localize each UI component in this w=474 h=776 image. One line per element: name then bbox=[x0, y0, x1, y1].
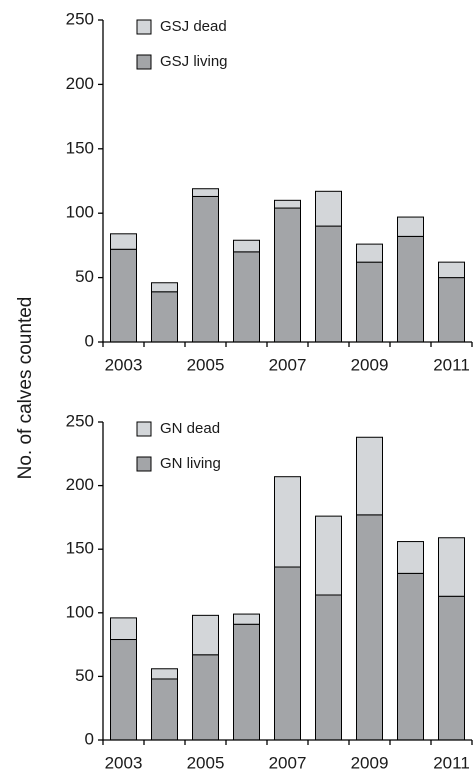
y-tick-label: 100 bbox=[66, 203, 94, 222]
y-axis-label: No. of calves counted bbox=[15, 297, 36, 480]
bar-segment bbox=[233, 251, 260, 343]
bar-segment bbox=[151, 291, 178, 343]
bar-segment bbox=[274, 566, 301, 741]
bar-segment bbox=[315, 515, 342, 596]
bar-segment bbox=[274, 207, 301, 343]
x-tick-label: 2005 bbox=[187, 753, 225, 772]
y-tick-label: 100 bbox=[66, 602, 94, 621]
bar-segment bbox=[192, 654, 219, 741]
bar-segment bbox=[274, 476, 301, 568]
bar-segment bbox=[110, 617, 137, 641]
legend-label: GN dead bbox=[160, 420, 220, 437]
bar-segment bbox=[438, 277, 465, 343]
x-tick-label: 2011 bbox=[433, 753, 470, 772]
x-tick-label: 2003 bbox=[105, 355, 143, 374]
bar-segment bbox=[315, 190, 342, 227]
legend-swatch bbox=[136, 19, 152, 35]
bar-segment bbox=[397, 216, 424, 237]
bar-segment bbox=[356, 436, 383, 516]
bar-segment bbox=[315, 594, 342, 741]
x-tick-label: 2009 bbox=[351, 355, 389, 374]
bar-segment bbox=[151, 678, 178, 741]
legend-label: GSJ dead bbox=[160, 18, 227, 35]
bar-segment bbox=[192, 195, 219, 343]
bar-segment bbox=[397, 572, 424, 741]
y-tick-label: 150 bbox=[66, 138, 94, 157]
bar-segment bbox=[110, 248, 137, 343]
bar-segment bbox=[356, 243, 383, 263]
legend-swatch bbox=[136, 54, 152, 70]
y-tick-label: 250 bbox=[66, 9, 94, 28]
y-tick-label: 50 bbox=[75, 666, 94, 685]
bar-segment bbox=[356, 261, 383, 343]
y-tick-label: 0 bbox=[85, 331, 94, 350]
legend-swatch bbox=[136, 421, 152, 437]
legend-label: GN living bbox=[160, 455, 221, 472]
bar-segment bbox=[233, 613, 260, 625]
y-tick-label: 150 bbox=[66, 539, 94, 558]
bar-segment bbox=[397, 235, 424, 343]
bar-segment bbox=[233, 239, 260, 253]
x-tick-label: 2003 bbox=[105, 753, 143, 772]
bar-segment bbox=[151, 282, 178, 293]
legend-label: GSJ living bbox=[160, 53, 228, 70]
x-tick-label: 2005 bbox=[187, 355, 225, 374]
y-tick-label: 50 bbox=[75, 267, 94, 286]
bar-segment bbox=[274, 199, 301, 209]
y-tick-label: 200 bbox=[66, 475, 94, 494]
x-tick-label: 2009 bbox=[351, 753, 389, 772]
x-tick-label: 2007 bbox=[269, 753, 307, 772]
bar-segment bbox=[192, 188, 219, 197]
y-tick-label: 200 bbox=[66, 74, 94, 93]
x-tick-label: 2011 bbox=[433, 355, 470, 374]
bar-segment bbox=[151, 668, 178, 680]
y-tick-label: 250 bbox=[66, 411, 94, 430]
bar-segment bbox=[192, 614, 219, 656]
bar-segment bbox=[438, 261, 465, 279]
y-tick-label: 0 bbox=[85, 729, 94, 748]
bar-segment bbox=[233, 623, 260, 741]
bar-segment bbox=[438, 537, 465, 597]
bar-segment bbox=[356, 514, 383, 741]
bar-segment bbox=[438, 595, 465, 741]
bar-segment bbox=[397, 541, 424, 574]
bar-segment bbox=[110, 639, 137, 741]
legend-swatch bbox=[136, 456, 152, 472]
x-tick-label: 2007 bbox=[269, 355, 307, 374]
bar-segment bbox=[110, 233, 137, 250]
bar-segment bbox=[315, 225, 342, 343]
